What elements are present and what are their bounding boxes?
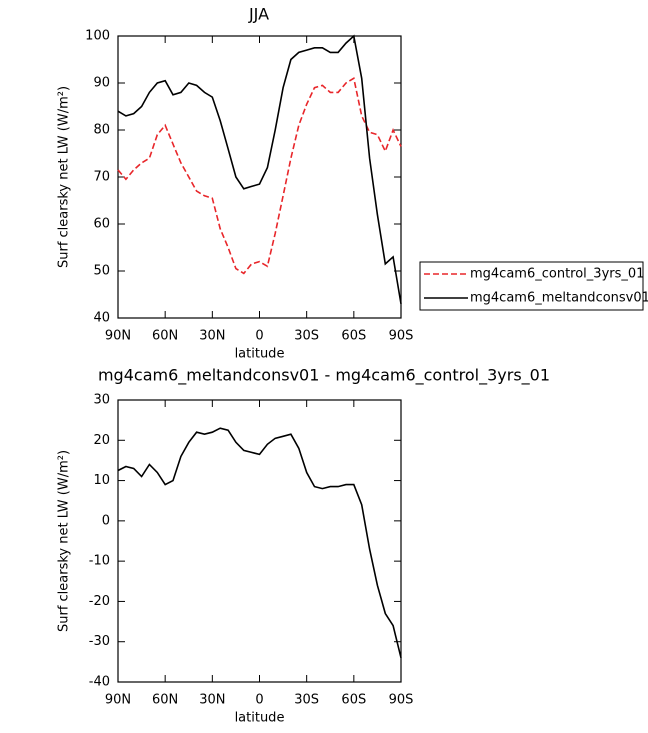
y-tick-label: 40: [93, 311, 110, 326]
x-tick-label: 30N: [199, 329, 225, 344]
y-tick-label: 80: [93, 123, 110, 138]
y-tick-label: 0: [102, 513, 110, 528]
y-axis-label: Surf clearsky net LW (W/m²): [57, 450, 72, 632]
x-tick-label: 60N: [152, 329, 178, 344]
x-tick-label: 30S: [294, 693, 319, 708]
y-tick-label: -20: [89, 594, 110, 609]
legend-box: [419, 261, 644, 311]
y-axis-label: Surf clearsky net LW (W/m²): [57, 86, 72, 268]
x-tick-label: 90N: [105, 693, 131, 708]
data-line: [117, 427, 402, 658]
y-tick-label: 10: [93, 473, 110, 488]
x-tick-label: 30N: [199, 693, 225, 708]
y-tick-label: -10: [89, 554, 110, 569]
x-axis-label: latitude: [235, 347, 285, 362]
x-tick-label: 0: [255, 693, 263, 708]
legend-label: mg4cam6_meltandconsv01: [470, 291, 648, 306]
x-tick-label: 60S: [341, 693, 366, 708]
y-tick-label: 100: [85, 29, 110, 44]
x-tick-label: 90N: [105, 329, 131, 344]
plot-frame: [117, 35, 402, 319]
chart-title: mg4cam6_meltandconsv01 - mg4cam6_control…: [98, 366, 550, 386]
y-tick-label: -40: [89, 675, 110, 690]
plot-frame: [117, 399, 402, 683]
y-tick-label: 20: [93, 433, 110, 448]
x-tick-label: 30S: [294, 329, 319, 344]
x-axis-label: latitude: [235, 711, 285, 726]
x-tick-label: 90S: [389, 329, 414, 344]
x-tick-label: 0: [255, 329, 263, 344]
data-line: [117, 34, 402, 305]
x-tick-label: 60N: [152, 693, 178, 708]
x-tick-label: 90S: [389, 693, 414, 708]
data-line: [117, 77, 402, 275]
y-tick-label: 90: [93, 76, 110, 91]
y-tick-label: 70: [93, 170, 110, 185]
y-tick-label: 60: [93, 217, 110, 232]
y-tick-label: -30: [89, 634, 110, 649]
y-tick-label: 30: [93, 393, 110, 408]
y-tick-label: 50: [93, 264, 110, 279]
x-tick-label: 60S: [341, 329, 366, 344]
chart-title: JJA: [248, 5, 269, 24]
legend-label: mg4cam6_control_3yrs_01: [470, 267, 644, 282]
